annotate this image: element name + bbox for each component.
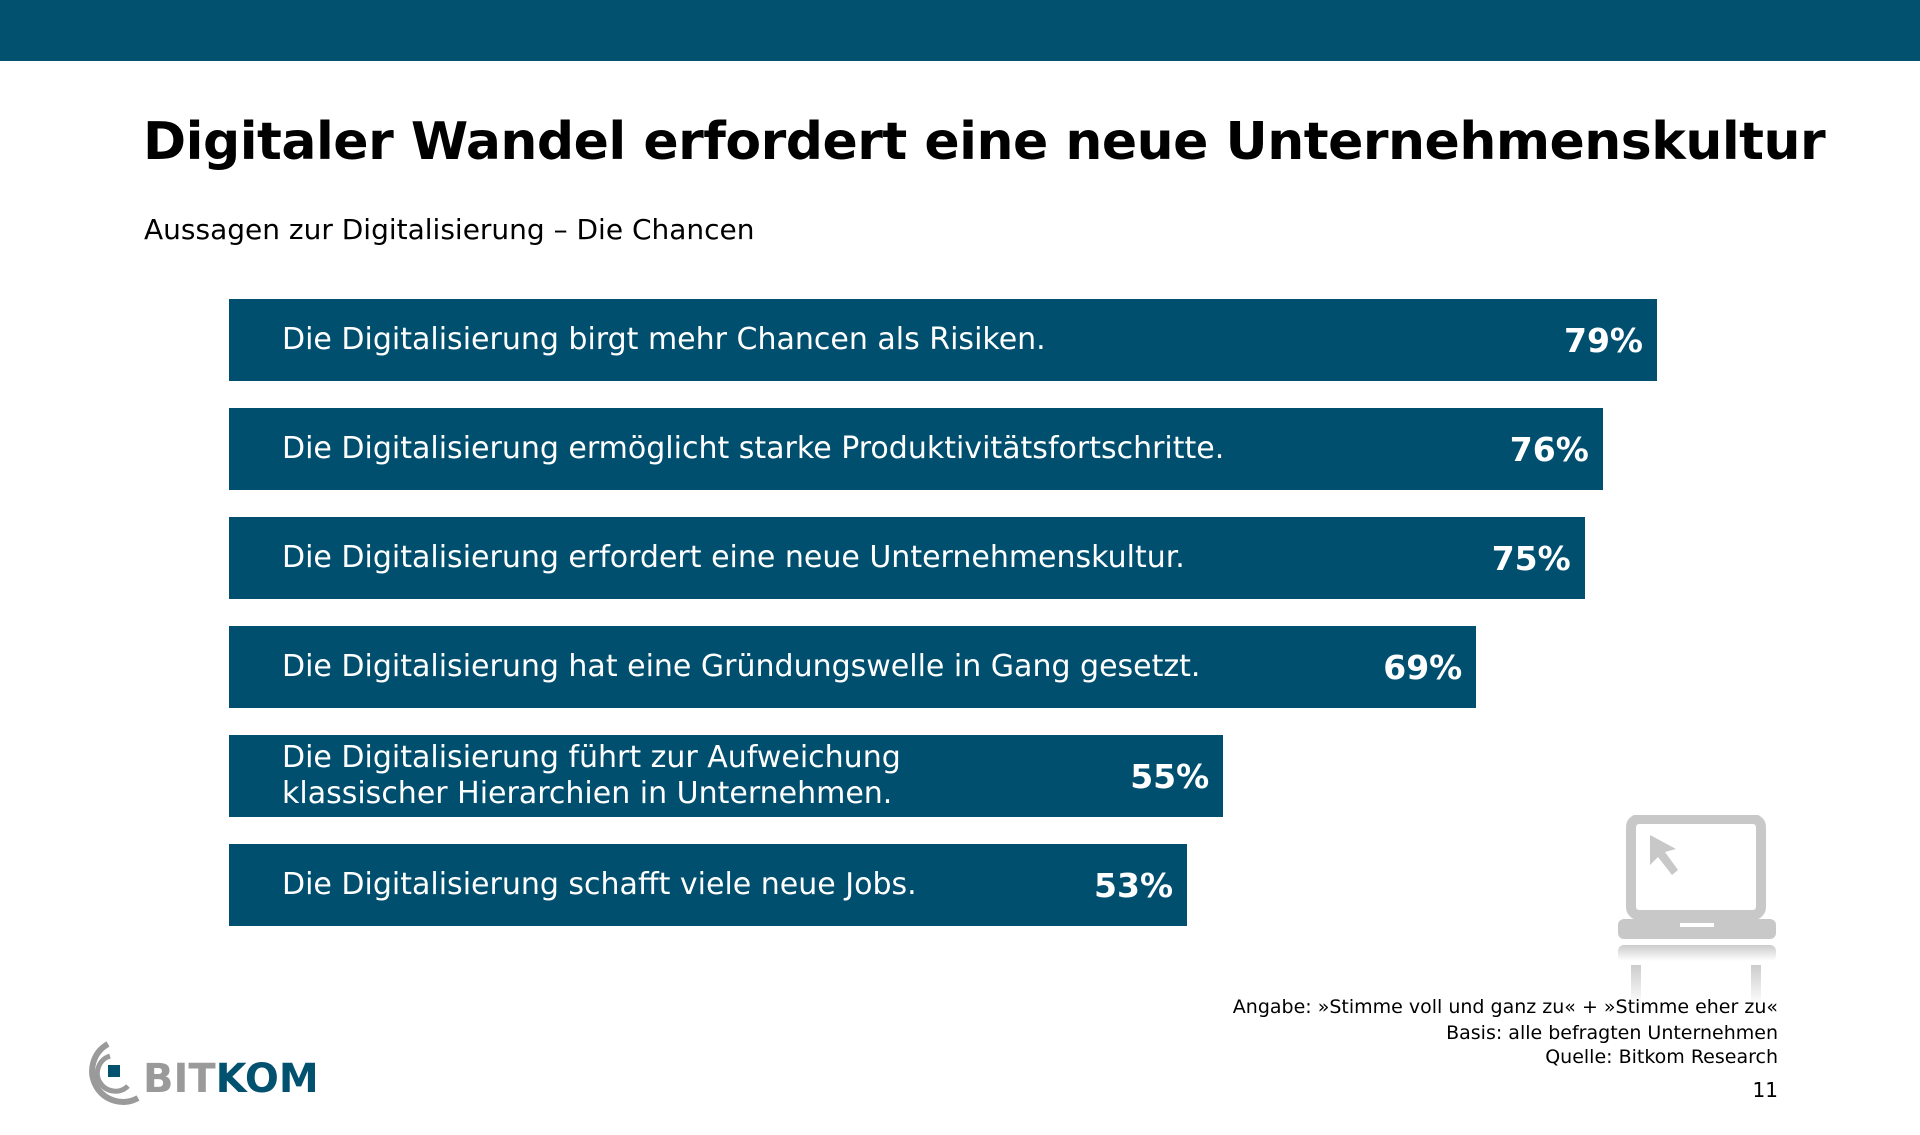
bar-label: Die Digitalisierung ermöglicht starke Pr… (282, 431, 1225, 466)
bar (229, 735, 1224, 817)
value-label: 75% (1491, 538, 1571, 578)
bar-label: Die Digitalisierung führt zur Aufweichun… (282, 740, 901, 811)
value-label: 76% (1509, 429, 1589, 469)
footnote: Basis: alle befragten Unternehmen (1446, 1022, 1778, 1044)
laptop-icon (1618, 815, 1776, 1005)
value-label: 53% (1094, 865, 1174, 905)
logo-text: KOM (215, 1056, 319, 1102)
value-label: 55% (1130, 756, 1210, 796)
bar-label: Die Digitalisierung schafft viele neue J… (282, 867, 917, 902)
bar-label: Die Digitalisierung erfordert eine neue … (282, 540, 1185, 575)
bar (229, 408, 1603, 490)
logo: BITKOM (143, 1056, 319, 1102)
value-label: 69% (1383, 647, 1463, 687)
bar (229, 626, 1477, 708)
bar-label: Die Digitalisierung hat eine Gründungswe… (282, 649, 1201, 684)
top-bar (0, 0, 1920, 61)
logo-text: BIT (143, 1056, 216, 1102)
bar (229, 844, 1188, 926)
bar-label: Die Digitalisierung birgt mehr Chancen a… (282, 322, 1046, 357)
bar (229, 517, 1585, 599)
logo-mark (89, 1041, 140, 1105)
bar (229, 299, 1657, 381)
page-number: 11 (1752, 1078, 1778, 1102)
chart-subtitle: Aussagen zur Digitalisierung – Die Chanc… (144, 213, 755, 246)
chart-title: Digitaler Wandel erfordert eine neue Unt… (143, 112, 1826, 172)
footnote: Angabe: »Stimme voll und ganz zu« + »Sti… (1232, 996, 1778, 1018)
value-label: 79% (1564, 320, 1643, 360)
footnote: Quelle: Bitkom Research (1545, 1046, 1778, 1068)
